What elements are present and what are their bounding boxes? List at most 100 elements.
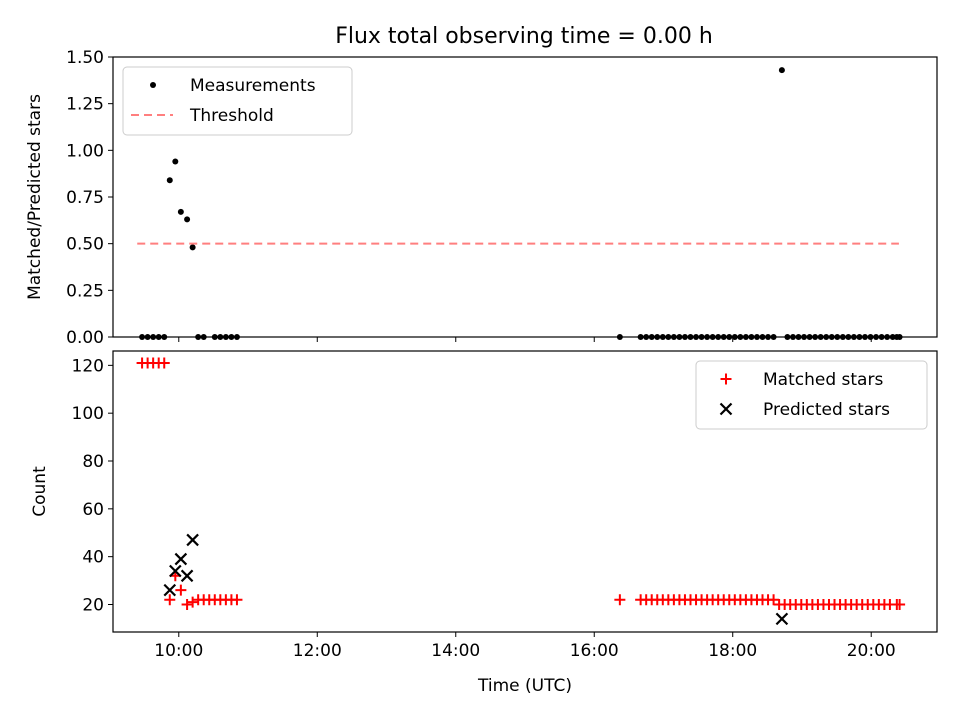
x-axis-label: Time (UTC) — [477, 676, 572, 696]
measurement-point — [731, 334, 738, 340]
bottom-y-tick-label: 100 — [72, 404, 104, 424]
measurement-point — [150, 334, 157, 340]
bottom-y-tick-label: 120 — [72, 356, 104, 376]
measurement-point — [648, 334, 655, 340]
measurement-point — [765, 334, 772, 340]
measurement-point — [637, 334, 644, 340]
predicted-star-point — [186, 533, 199, 547]
top-y-axis-label: Matched/Predicted stars — [25, 94, 45, 300]
measurement-point — [770, 334, 777, 340]
bottom-y-tick-label: 20 — [82, 595, 104, 615]
predicted-star-point — [174, 552, 188, 566]
bottom-y-tick-label: 40 — [82, 548, 104, 568]
measurement-point — [715, 334, 722, 340]
top-legend: Measurements Threshold — [122, 66, 353, 136]
measurement-point — [144, 334, 151, 340]
measurement-point — [753, 334, 760, 340]
top-y-tick-label: 1.00 — [66, 141, 104, 161]
measurement-point — [676, 334, 683, 340]
measurement-point — [784, 334, 791, 340]
legend-label: Threshold — [189, 106, 274, 126]
series-measurements — [139, 67, 903, 340]
predicted-star-point — [169, 564, 182, 578]
measurement-point — [687, 334, 694, 340]
top-y-tick-label: 0.50 — [66, 235, 104, 255]
measurement-point — [856, 334, 863, 340]
top-y-tick-label: 1.25 — [66, 95, 104, 115]
bottom-x-tick-label: 18:00 — [708, 641, 757, 661]
bottom-legend-box — [695, 360, 928, 430]
bottom-x-tick-label: 16:00 — [570, 641, 619, 661]
measurement-point — [704, 334, 711, 340]
matched-star-point — [175, 584, 187, 596]
series-predicted-stars — [163, 533, 789, 626]
measurement-point — [172, 158, 179, 165]
measurement-point — [139, 334, 146, 340]
legend-label: Predicted stars — [763, 400, 890, 420]
legend-label: Matched stars — [763, 370, 883, 390]
top-y-tick-label: 1.50 — [66, 48, 104, 68]
top-legend-box — [122, 66, 353, 136]
top-y-tick-label: 0.00 — [66, 328, 104, 348]
measurement-point — [643, 334, 650, 340]
measurement-point — [720, 334, 727, 340]
measurement-point — [839, 334, 846, 340]
series-matched-stars — [136, 357, 906, 610]
measurement-point — [681, 334, 688, 340]
matched-star-point — [158, 357, 170, 369]
measurement-point — [867, 334, 874, 340]
matched-star-point — [894, 598, 906, 610]
measurement-point — [896, 334, 903, 340]
measurement-point — [789, 334, 796, 340]
measurement-point — [670, 334, 677, 340]
matched-star-point — [768, 594, 780, 606]
bottom-y-axis-label: Count — [30, 466, 50, 517]
legend-label: Measurements — [190, 76, 316, 96]
bottom-y-tick-label: 60 — [82, 500, 104, 520]
bottom-panel: 20 40 60 80 100 120 10:00 12:00 14:00 16:00 18:00 2… — [30, 350, 938, 696]
matched-star-point — [231, 594, 243, 606]
measurement-point — [748, 334, 755, 340]
predicted-star-point — [163, 583, 177, 597]
predicted-star-point — [180, 569, 194, 583]
measurement-point — [698, 334, 705, 340]
bottom-x-tick-label: 12:00 — [293, 641, 342, 661]
figure-title: Flux total observing time = 0.00 h — [335, 24, 713, 49]
legend-matched-handle — [720, 373, 732, 385]
measurement-point — [161, 334, 168, 340]
measurement-point — [817, 334, 824, 340]
bottom-x-tick-label: 14:00 — [431, 641, 480, 661]
measurement-point — [709, 334, 716, 340]
measurement-point — [189, 244, 196, 251]
measurement-point — [806, 334, 813, 340]
bottom-legend: Matched stars Predicted stars — [695, 360, 928, 430]
predicted-star-point — [775, 612, 789, 626]
measurement-point — [217, 334, 224, 340]
measurement-point — [834, 334, 841, 340]
measurement-point — [659, 334, 666, 340]
matched-star-point — [164, 594, 176, 606]
measurement-point — [222, 334, 229, 340]
measurement-point — [801, 334, 808, 340]
bottom-x-tick-label: 10:00 — [154, 641, 203, 661]
measurement-point — [878, 334, 885, 340]
measurement-point — [861, 334, 868, 340]
measurement-point — [845, 334, 852, 340]
measurement-point — [850, 334, 857, 340]
measurement-point — [211, 334, 218, 340]
measurement-point — [155, 334, 162, 340]
legend-predicted-handle — [719, 402, 733, 416]
top-y-tick-label: 0.25 — [66, 281, 104, 301]
measurement-point — [828, 334, 835, 340]
matched-star-point — [614, 594, 626, 606]
measurement-point — [873, 334, 880, 340]
matched-star-point — [187, 596, 199, 608]
legend-measurement-handle — [150, 82, 156, 88]
measurement-point — [812, 334, 819, 340]
measurement-point — [228, 334, 235, 340]
measurement-point — [737, 334, 744, 340]
measurement-point — [759, 334, 766, 340]
measurement-point — [884, 334, 891, 340]
matched-star-point — [181, 598, 193, 610]
